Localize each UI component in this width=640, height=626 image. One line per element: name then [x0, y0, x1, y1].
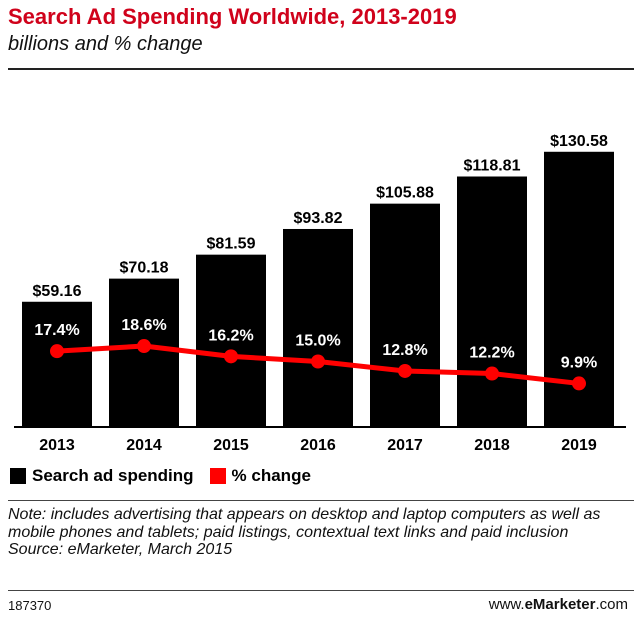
x-tick-2013: 2013 — [39, 437, 75, 454]
pct-label-2015: 16.2% — [208, 327, 253, 344]
bar-label-2014: $70.18 — [120, 260, 169, 277]
pct-label-2019: 9.9% — [561, 354, 597, 371]
pct-point-2015 — [224, 349, 238, 364]
chart-id: 187370 — [8, 598, 52, 613]
pct-point-2019 — [572, 376, 586, 391]
pct-point-2013 — [50, 344, 64, 359]
legend-swatch-change — [209, 468, 226, 484]
pct-label-2017: 12.8% — [382, 342, 427, 359]
legend-swatch-spending — [10, 468, 26, 484]
brand-name: eMarketer — [524, 596, 596, 613]
pct-point-2014 — [137, 339, 151, 354]
bar-label-2017: $105.88 — [376, 185, 434, 202]
legend-label-spending: Search ad spending — [32, 466, 194, 485]
bar-label-2015: $81.59 — [207, 236, 256, 253]
brand-suffix: .com — [595, 596, 628, 613]
x-tick-2014: 2014 — [126, 437, 162, 454]
note-divider — [8, 500, 634, 501]
bar-label-2016: $93.82 — [294, 210, 343, 227]
x-tick-2016: 2016 — [300, 437, 336, 454]
pct-label-2018: 12.2% — [469, 345, 514, 362]
bottom-divider — [8, 590, 634, 591]
x-tick-2018: 2018 — [474, 437, 510, 454]
bar-2013 — [22, 301, 92, 426]
legend-item-change: % change — [209, 466, 311, 486]
pct-label-2014: 18.6% — [121, 317, 166, 334]
pct-point-2016 — [311, 354, 325, 369]
bar-2018 — [457, 176, 527, 426]
bar-2015 — [196, 254, 266, 426]
top-divider — [8, 68, 634, 70]
note-block: Note: includes advertising that appears … — [8, 506, 628, 559]
pct-point-2018 — [485, 366, 499, 381]
pct-label-2016: 15.0% — [295, 333, 340, 350]
bar-label-2019: $130.58 — [550, 133, 608, 150]
pct-point-2017 — [398, 363, 412, 378]
x-tick-2019: 2019 — [561, 437, 597, 454]
legend-item-spending: Search ad spending — [10, 466, 194, 486]
chart: $59.16 2013 $70.18 2014 $81.59 2015 $93.82 2016… — [14, 133, 626, 454]
pct-label-2013: 17.4% — [34, 322, 79, 339]
brand-prefix: www. — [488, 596, 525, 613]
bar-2016 — [283, 228, 353, 426]
chart-subtitle: billions and % change — [8, 33, 203, 55]
brand-logo[interactable]: www.eMarketer.com — [489, 596, 628, 613]
x-tick-2017: 2017 — [387, 437, 423, 454]
bar-label-2018: $118.81 — [464, 157, 521, 174]
note-text: Note: includes advertising that appears … — [8, 506, 601, 541]
bar-label-2013: $59.16 — [33, 283, 82, 300]
source-text: Source: eMarketer, March 2015 — [8, 541, 233, 558]
legend: Search ad spending % change — [10, 466, 311, 486]
bar-2017 — [370, 203, 440, 426]
x-tick-2015: 2015 — [213, 437, 249, 454]
legend-label-change: % change — [231, 466, 311, 485]
chart-title: Search Ad Spending Worldwide, 2013-2019 — [8, 4, 457, 29]
